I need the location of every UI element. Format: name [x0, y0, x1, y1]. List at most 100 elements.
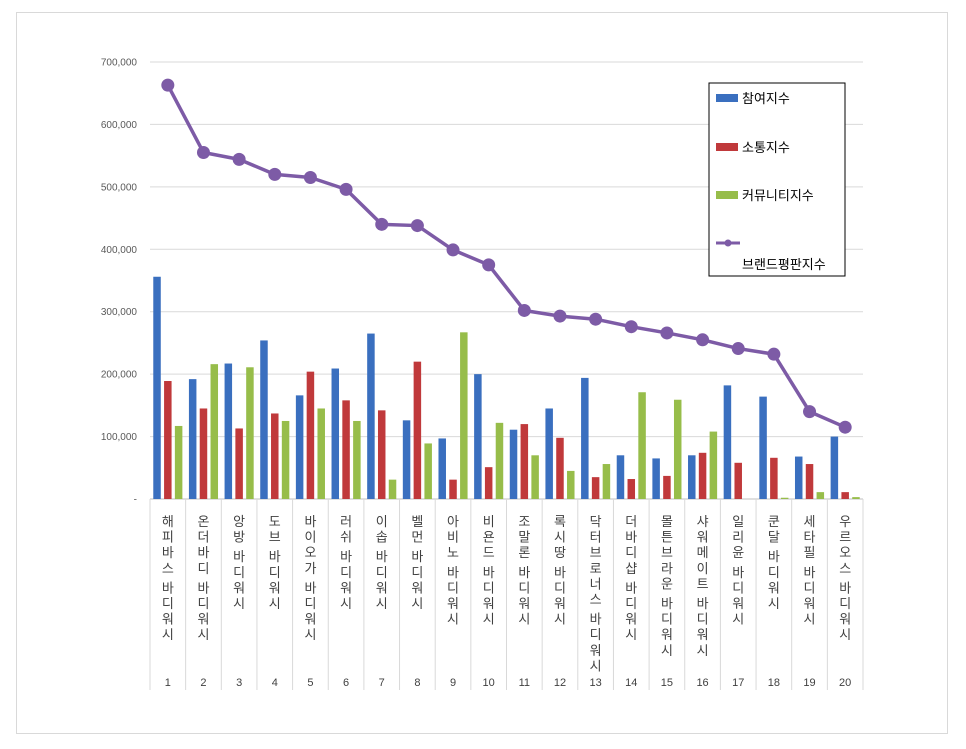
- brand-index-point: [731, 342, 745, 356]
- rank-label: 12: [554, 677, 566, 689]
- bar: [545, 408, 553, 499]
- bar: [224, 363, 233, 499]
- brand-index-point: [482, 258, 496, 272]
- bar: [460, 332, 468, 499]
- legend-label: 소통지수: [742, 141, 790, 156]
- bar: [449, 479, 457, 499]
- bar: [688, 455, 696, 499]
- bar: [805, 464, 814, 499]
- brand-index-point: [410, 219, 424, 233]
- bar: [520, 424, 529, 499]
- bar: [709, 431, 718, 499]
- rank-label: 8: [414, 677, 420, 689]
- legend-label: 브랜드평판지수: [742, 258, 826, 273]
- brand-index-point: [161, 78, 175, 92]
- brand-index-point: [767, 347, 781, 361]
- bar: [388, 479, 397, 499]
- bar: [484, 467, 493, 499]
- bar: [188, 379, 197, 499]
- rank-label: 1: [165, 677, 171, 689]
- brand-index-point: [838, 420, 852, 434]
- bar: [698, 452, 707, 499]
- bar: [438, 438, 446, 499]
- rank-label: 4: [272, 677, 278, 689]
- bar: [174, 425, 183, 499]
- bar: [770, 457, 778, 499]
- bar: [841, 492, 849, 499]
- brand-index-point: [589, 312, 603, 326]
- brand-index-point: [624, 320, 638, 334]
- brand-index-point: [553, 309, 567, 323]
- bar: [581, 377, 589, 499]
- bar: [164, 381, 172, 499]
- bar: [759, 396, 767, 499]
- legend-label: 커뮤니티지수: [742, 189, 814, 204]
- bar: [260, 340, 268, 499]
- rank-label: 2: [200, 677, 206, 689]
- bar: [638, 392, 646, 499]
- bar: [780, 497, 789, 499]
- bar: [816, 492, 825, 499]
- brand-index-point: [517, 303, 531, 317]
- legend-box: [708, 82, 846, 277]
- bar: [153, 276, 161, 499]
- rank-label: 5: [307, 677, 313, 689]
- bar: [556, 437, 564, 499]
- brand-index-point: [803, 405, 817, 419]
- y-tick-label: 300,000: [101, 307, 138, 318]
- brand-index-point: [375, 217, 389, 231]
- bar: [367, 333, 375, 499]
- bar: [616, 455, 625, 499]
- brand-index-point: [660, 326, 674, 340]
- bar: [734, 462, 742, 499]
- bar: [852, 497, 860, 499]
- bar: [210, 364, 219, 499]
- brand-index-point: [268, 167, 282, 181]
- bar: [531, 455, 539, 499]
- rank-label: 14: [625, 677, 637, 689]
- rank-label: 19: [803, 677, 815, 689]
- bar: [306, 371, 315, 499]
- y-tick-label: 600,000: [101, 120, 138, 131]
- bar: [377, 410, 386, 499]
- rank-label: 17: [732, 677, 744, 689]
- brand-index-point: [232, 152, 246, 166]
- rank-label: 11: [519, 677, 530, 689]
- brand-index-point: [696, 333, 710, 347]
- rank-label: 9: [450, 677, 456, 689]
- bar: [281, 420, 290, 499]
- bar: [627, 479, 636, 499]
- legend-line-marker: [724, 239, 732, 247]
- rank-label: 16: [696, 677, 708, 689]
- bar: [353, 420, 361, 499]
- bar: [246, 367, 254, 499]
- rank-label: 7: [379, 677, 385, 689]
- bar: [331, 368, 340, 499]
- legend-label: 참여지수: [742, 92, 790, 107]
- y-tick-label: 200,000: [101, 370, 138, 381]
- rank-label: 6: [343, 677, 349, 689]
- legend-swatch: [716, 94, 738, 102]
- brand-index-point: [196, 146, 210, 160]
- bar: [295, 395, 304, 499]
- bar: [495, 422, 504, 499]
- legend-swatch: [716, 143, 738, 151]
- brand-index-line: [161, 78, 852, 434]
- bar: [663, 475, 671, 499]
- bar: [271, 413, 279, 499]
